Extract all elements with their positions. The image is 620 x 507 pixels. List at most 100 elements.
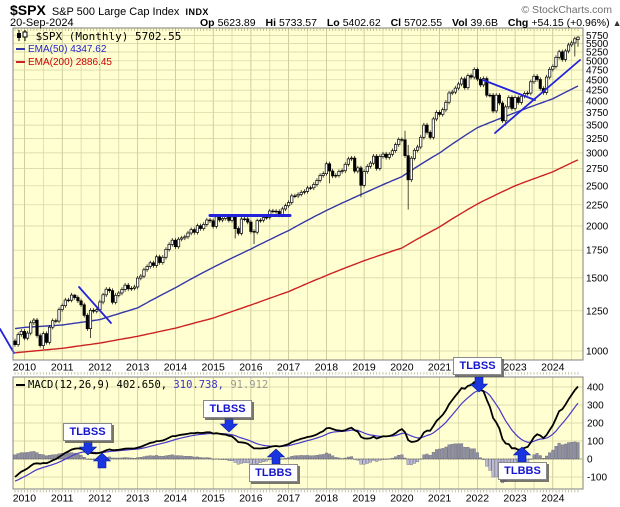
high-label: Hi — [265, 17, 276, 29]
macd-signal-value: 310.738, — [173, 379, 224, 391]
candlestick-icon — [17, 30, 28, 41]
macd-axis-label: 0 — [587, 455, 593, 466]
sell-signal-arrow-icon — [219, 416, 239, 433]
price-axis-label: 1000 — [586, 347, 609, 358]
price-legend-text: $SPX (Monthly) 5702.55 — [35, 30, 182, 43]
year-label: 2010 — [13, 493, 37, 505]
signal-label-box: TLBSS — [63, 423, 112, 441]
buy-signal-arrow-icon — [512, 446, 532, 463]
year-label: 2014 — [164, 493, 188, 505]
symbol: $SPX — [10, 2, 46, 18]
year-label: 2023 — [503, 493, 527, 505]
open-value: 5623.89 — [217, 17, 256, 29]
close-value: 5702.55 — [404, 17, 443, 29]
year-label: 2016 — [239, 362, 263, 374]
quote-strip: Op 5623.89 Hi 5733.57 Lo 5402.62 Cl 5702.55 … — [200, 17, 620, 29]
chart-header: $SPX S&P 500 Large Cap Index INDX — [10, 2, 209, 20]
copyright: © StockCharts.com — [521, 4, 612, 16]
year-label: 2011 — [51, 362, 74, 374]
candles — [13, 36, 580, 349]
macd-histogram-value: 91.912 — [230, 379, 269, 391]
price-axis-label: 5000 — [586, 56, 609, 67]
ema200-line — [14, 159, 579, 354]
ema200-legend-text: EMA(200) 2886.45 — [28, 57, 112, 68]
ema50-legend: EMA(50) 4347.62 — [16, 43, 181, 56]
year-label: 2021 — [428, 362, 452, 374]
year-label: 2012 — [88, 493, 112, 505]
price-axis-label: 4500 — [586, 75, 609, 86]
trendlines — [0, 59, 581, 354]
year-label: 2023 — [503, 362, 527, 374]
year-label: 2020 — [390, 362, 414, 374]
low-label: Lo — [326, 17, 340, 29]
year-label: 2019 — [352, 362, 376, 374]
volume-label: Vol — [451, 17, 468, 29]
macd-axis-label: 400 — [587, 383, 604, 394]
price-axis-label: 3500 — [586, 121, 609, 132]
signal-label-box: TLBBS — [249, 464, 298, 482]
macd-axis-label: 300 — [587, 401, 604, 412]
ema50-legend-text: EMA(50) 4347.62 — [28, 44, 107, 55]
year-label: 2018 — [315, 362, 339, 374]
high-value: 5733.57 — [278, 17, 317, 29]
low-value: 5402.62 — [342, 17, 381, 29]
year-label: 2016 — [239, 493, 263, 505]
year-label: 2018 — [315, 493, 339, 505]
sell-signal-arrow-icon — [469, 376, 489, 393]
signal-label-box: TLBBS — [498, 462, 547, 480]
year-label: 2021 — [428, 493, 452, 505]
year-label: 2011 — [51, 493, 74, 505]
macd-legend-name: MACD(12,26,9) — [28, 379, 111, 391]
year-label: 2019 — [352, 493, 376, 505]
up-triangle-icon: ▲ — [612, 18, 620, 28]
signal-label-box: TLBSS — [453, 357, 502, 375]
ema200-line-swatch — [16, 61, 25, 64]
open-label: Op — [200, 17, 215, 29]
close-label: Cl — [390, 17, 402, 29]
macd-legend: MACD(12,26,9) 402.650, 310.738, 91.912 — [16, 379, 268, 391]
change-label: Chg — [507, 17, 529, 29]
price-axis-label: 2750 — [586, 164, 609, 175]
year-label: 2022 — [466, 493, 490, 505]
price-axis-label: 1750 — [586, 246, 609, 257]
price-axis-label: 3250 — [586, 134, 609, 145]
macd-line — [14, 381, 579, 478]
price-series — [14, 85, 579, 354]
price-legend: $SPX (Monthly) 5702.55 EMA(50) 4347.62 E… — [16, 30, 181, 69]
price-axis-label: 2500 — [586, 181, 609, 192]
year-label: 2020 — [390, 493, 414, 505]
buy-signal-arrow-icon — [266, 448, 286, 465]
price-axis-label: 3750 — [586, 108, 609, 119]
macd-axis-label: 200 — [587, 419, 604, 430]
year-label: 2024 — [541, 493, 565, 505]
symbol-name: S&P 500 Large Cap Index — [51, 6, 180, 18]
price-axis-label: 1250 — [586, 306, 609, 317]
price-axis-label: 4750 — [586, 66, 609, 77]
ema50-line — [14, 85, 579, 330]
year-label: 2012 — [88, 362, 112, 374]
volume-value: 39.6B — [470, 17, 498, 29]
ema50-line-swatch — [16, 48, 25, 51]
macd-line-swatch — [16, 384, 25, 386]
price-legend-main: $SPX (Monthly) 5702.55 — [16, 30, 181, 43]
price-axis-label: 1500 — [586, 273, 609, 284]
price-axis-label: 4250 — [586, 86, 609, 97]
year-label: 2013 — [126, 362, 150, 374]
price-axis-label: 2250 — [586, 200, 609, 211]
macd-axis-label: -100 — [587, 473, 607, 484]
buy-signal-arrow-icon — [92, 452, 112, 469]
chart-date: 20-Sep-2024 — [10, 17, 74, 29]
price-axis-label: 5500 — [586, 39, 609, 50]
change-value: +54.15 (+0.96%) — [531, 17, 610, 29]
year-label: 2015 — [202, 493, 226, 505]
price-axis-label: 5750 — [586, 31, 609, 42]
price-axis-label: 2000 — [586, 222, 609, 233]
year-label: 2017 — [277, 362, 301, 374]
price-axis-label: 5250 — [586, 48, 609, 59]
year-label: 2015 — [202, 362, 226, 374]
year-label: 2010 — [13, 362, 37, 374]
year-label: 2017 — [277, 493, 301, 505]
price-axis-label: 3000 — [586, 148, 609, 159]
